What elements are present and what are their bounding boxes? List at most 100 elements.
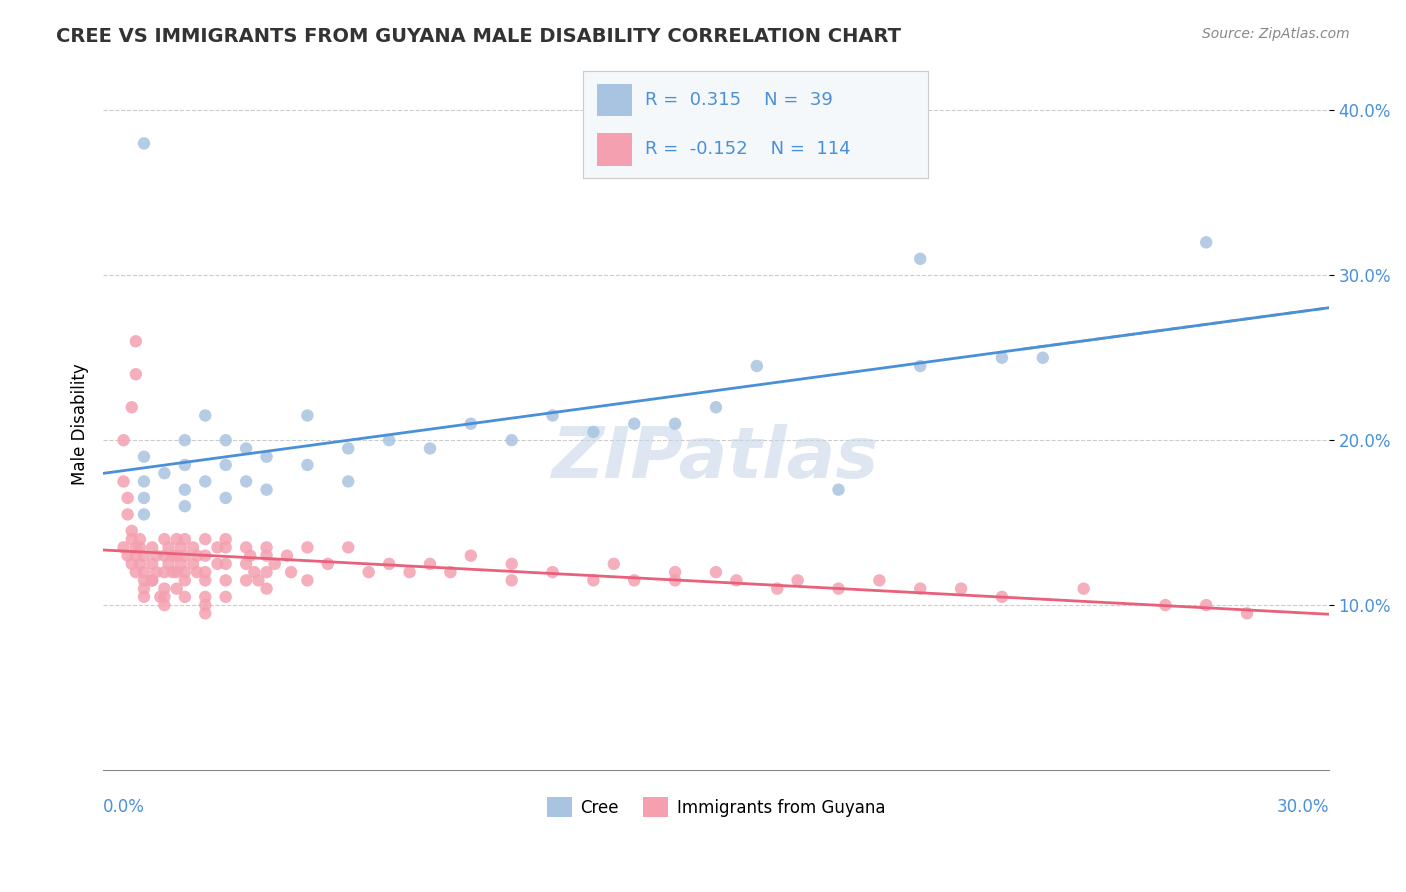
Point: [215, 574, 238, 588]
Point: [460, 417, 482, 431]
Point: [141, 574, 163, 588]
Point: [337, 541, 360, 555]
Point: [157, 557, 180, 571]
Point: [235, 475, 257, 489]
Point: [141, 574, 163, 588]
Point: [215, 532, 238, 546]
Point: [129, 557, 152, 571]
Point: [297, 409, 319, 423]
Point: [745, 359, 768, 373]
Point: [153, 549, 176, 563]
Point: [215, 590, 238, 604]
Point: [256, 450, 278, 464]
Point: [153, 598, 176, 612]
Point: [194, 565, 217, 579]
Point: [235, 442, 257, 456]
Point: [173, 499, 195, 513]
Text: Source: ZipAtlas.com: Source: ZipAtlas.com: [1202, 27, 1350, 41]
Point: [194, 532, 217, 546]
Point: [439, 565, 461, 579]
Point: [357, 565, 380, 579]
Point: [501, 434, 523, 448]
Point: [125, 565, 148, 579]
Text: R =  -0.152    N =  114: R = -0.152 N = 114: [645, 141, 851, 159]
Point: [162, 565, 184, 579]
Point: [235, 574, 257, 588]
Point: [173, 532, 195, 546]
Point: [162, 549, 184, 563]
Point: [501, 574, 523, 588]
Point: [725, 574, 748, 588]
Point: [704, 401, 727, 415]
Point: [181, 541, 204, 555]
Point: [263, 557, 285, 571]
Point: [247, 574, 270, 588]
Text: 0.0%: 0.0%: [103, 797, 145, 815]
Point: [112, 541, 135, 555]
Point: [132, 508, 155, 522]
Point: [910, 252, 932, 266]
Point: [256, 541, 278, 555]
Point: [541, 565, 564, 579]
Point: [1195, 598, 1218, 612]
Point: [194, 598, 217, 612]
Point: [153, 532, 176, 546]
Point: [117, 508, 139, 522]
Point: [235, 557, 257, 571]
Point: [166, 532, 188, 546]
Text: ZIPatlas: ZIPatlas: [553, 424, 880, 493]
Point: [501, 557, 523, 571]
Point: [132, 491, 155, 505]
Point: [157, 541, 180, 555]
Point: [117, 491, 139, 505]
Point: [170, 557, 193, 571]
Point: [991, 351, 1014, 365]
Point: [121, 401, 143, 415]
Point: [256, 582, 278, 596]
Point: [664, 565, 686, 579]
Point: [256, 483, 278, 497]
Point: [132, 565, 155, 579]
Point: [132, 582, 155, 596]
Point: [121, 524, 143, 538]
FancyBboxPatch shape: [598, 134, 631, 166]
Point: [419, 557, 441, 571]
Point: [766, 582, 789, 596]
Y-axis label: Male Disability: Male Disability: [72, 363, 89, 484]
Point: [256, 565, 278, 579]
Point: [868, 574, 890, 588]
Point: [194, 590, 217, 604]
Point: [664, 574, 686, 588]
Point: [207, 557, 229, 571]
Point: [541, 409, 564, 423]
Point: [173, 574, 195, 588]
Point: [1154, 598, 1177, 612]
Point: [181, 557, 204, 571]
Point: [256, 549, 278, 563]
Point: [378, 434, 401, 448]
Point: [603, 557, 626, 571]
Text: R =  0.315    N =  39: R = 0.315 N = 39: [645, 91, 834, 109]
Point: [1195, 235, 1218, 250]
Point: [125, 334, 148, 349]
Point: [194, 549, 217, 563]
Point: [1032, 351, 1054, 365]
Point: [243, 565, 266, 579]
Point: [166, 582, 188, 596]
Point: [337, 442, 360, 456]
Point: [153, 466, 176, 480]
Point: [419, 442, 441, 456]
Point: [129, 532, 152, 546]
Point: [173, 458, 195, 472]
Point: [173, 590, 195, 604]
Point: [215, 434, 238, 448]
Legend: Cree, Immigrants from Guyana: Cree, Immigrants from Guyana: [540, 790, 891, 824]
Point: [121, 532, 143, 546]
Point: [215, 557, 238, 571]
Point: [623, 574, 645, 588]
Point: [378, 557, 401, 571]
Point: [215, 541, 238, 555]
Point: [125, 549, 148, 563]
Point: [827, 582, 849, 596]
Point: [991, 590, 1014, 604]
